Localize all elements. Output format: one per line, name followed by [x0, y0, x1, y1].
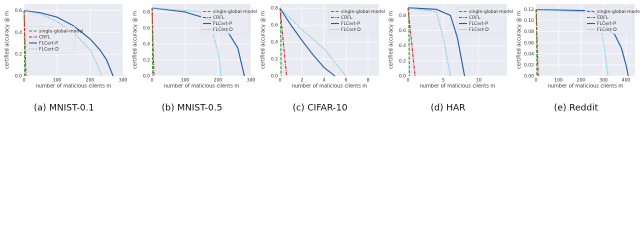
series-line: [279, 7, 347, 77]
legend-label: CRFL: [597, 15, 609, 21]
series-line: [279, 7, 336, 77]
x-axis-label: number of malicious clients m: [164, 84, 240, 90]
y-tick-label: 0.08: [524, 29, 534, 35]
x-axis-label: number of malicious clients m: [36, 84, 112, 90]
legend-label: single-global-model: [469, 9, 513, 15]
y-tick-label: 0.2: [15, 52, 22, 58]
legend-label: FLCert-D: [213, 27, 233, 33]
series-line: [535, 9, 539, 77]
x-axis-label: number of malicious clients m: [548, 84, 624, 90]
legend-label: CRFL: [469, 15, 481, 21]
y-tick-label: 0.6: [143, 26, 150, 32]
legend-box: [584, 6, 634, 35]
y-tick-label: 0.8: [399, 13, 406, 19]
x-tick-label: 0: [407, 78, 410, 84]
y-tick-label: 0.4: [15, 30, 22, 36]
x-tick-label: 10: [476, 78, 482, 84]
y-axis-label: certified accuracy @ m: [133, 11, 139, 69]
y-tick-label: 0.2: [271, 57, 278, 63]
x-tick-label: 2: [301, 78, 304, 84]
x-axis-label: number of malicious clients m: [420, 84, 496, 90]
y-tick-label: 0.2: [399, 58, 406, 64]
y-tick-label: 0.06: [524, 40, 534, 46]
legend-box: [456, 6, 506, 35]
legend-label: FLCert-P: [597, 21, 616, 27]
y-axis-label: certified accuracy @ m: [261, 11, 267, 69]
legend-box: [200, 6, 250, 35]
legend-label: FLCert-D: [597, 27, 617, 33]
x-axis-label: number of malicious clients m: [292, 84, 368, 90]
x-tick-label: 0: [279, 78, 282, 84]
legend-label: FLCert-D: [341, 27, 361, 33]
x-tick-label: 0: [23, 78, 26, 84]
legend-label: FLCert-P: [469, 21, 488, 27]
y-tick-label: 0.2: [143, 58, 150, 64]
caption: (d) HAR: [431, 104, 466, 114]
legend-label: FLCert-D: [469, 27, 489, 33]
x-tick-label: 5: [442, 78, 445, 84]
y-tick-label: 0.4: [399, 43, 406, 49]
x-tick-label: 8: [367, 78, 370, 84]
caption: (b) MNIST-0.5: [162, 104, 223, 114]
legend-label: single-global-model: [597, 9, 640, 15]
legend-label: FLCert-P: [341, 21, 360, 27]
x-tick-label: 400: [622, 78, 631, 84]
series-line: [407, 7, 466, 77]
x-tick-label: 200: [214, 78, 223, 84]
x-tick-label: 200: [86, 78, 95, 84]
legend-label: CRFL: [39, 35, 51, 41]
y-tick-label: 0.02: [524, 62, 534, 68]
caption: (c) CIFAR-10: [293, 104, 348, 114]
y-tick-label: 0.0: [271, 74, 278, 80]
y-tick-label: 0.12: [524, 7, 534, 13]
legend-box: [26, 26, 76, 54]
series-line: [535, 8, 609, 77]
x-tick-label: 100: [53, 78, 62, 84]
x-tick-label: 300: [599, 78, 608, 84]
y-tick-label: 0.6: [399, 28, 406, 34]
y-tick-label: 0.8: [271, 6, 278, 12]
y-axis-label: certified accuracy @ m: [389, 11, 395, 69]
x-tick-label: 4: [323, 78, 326, 84]
y-tick-label: 0.04: [524, 51, 534, 57]
legend-label: single-global-model: [39, 29, 83, 35]
y-tick-label: 0.0: [399, 74, 406, 80]
y-tick-label: 0.0: [143, 74, 150, 80]
x-tick-label: 100: [181, 78, 190, 84]
y-tick-label: 0.4: [143, 42, 150, 48]
caption: (e) Reddit: [554, 104, 599, 114]
caption: (a) MNIST-0.1: [34, 104, 95, 114]
y-axis-label: certified accuracy @ m: [5, 11, 11, 69]
legend-box: [328, 6, 378, 35]
legend-label: CRFL: [213, 15, 225, 21]
series-line: [151, 7, 155, 77]
series-line: [279, 8, 288, 77]
x-tick-label: 0: [535, 78, 538, 84]
legend-label: FLCert-P: [39, 41, 58, 47]
y-tick-label: 0.6: [15, 8, 22, 14]
y-tick-label: 0.0: [15, 74, 22, 80]
legend-label: FLCert-D: [39, 47, 59, 53]
legend-label: FLCert-P: [213, 21, 232, 27]
series-line: [23, 10, 114, 77]
x-tick-label: 300: [247, 78, 256, 84]
y-axis-label: certified accuracy @ m: [517, 11, 523, 69]
x-tick-label: 6: [345, 78, 348, 84]
y-tick-label: 0.4: [271, 40, 278, 46]
legend-label: CRFL: [341, 15, 353, 21]
y-tick-label: 0.6: [271, 23, 278, 29]
series-line: [23, 10, 27, 77]
x-tick-label: 0: [151, 78, 154, 84]
x-tick-label: 200: [577, 78, 586, 84]
legend-label: single-global-model: [341, 9, 385, 15]
y-tick-label: 0.10: [524, 18, 534, 24]
y-tick-label: 0.8: [143, 10, 150, 16]
y-tick-label: 0.00: [524, 74, 534, 80]
x-tick-label: 300: [119, 78, 128, 84]
legend-label: single-global-model: [213, 9, 257, 15]
x-tick-label: 100: [554, 78, 563, 84]
